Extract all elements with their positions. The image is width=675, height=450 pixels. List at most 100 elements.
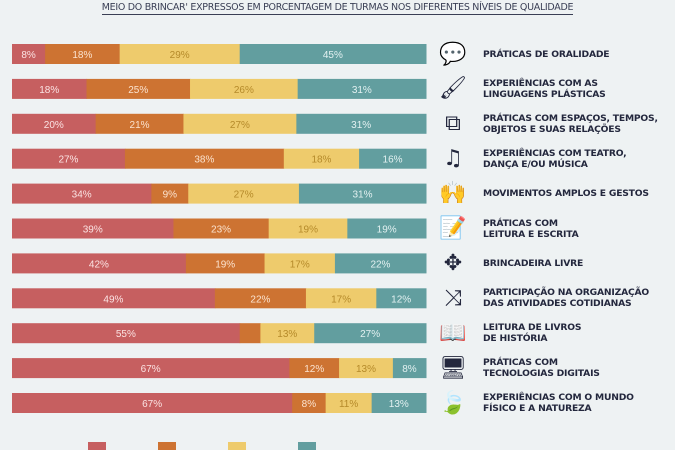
- category-label: ⧉ PRÁTICAS COM ESPAÇOS, TEMPOS, OBJETOS E…: [436, 109, 675, 139]
- bar-segment: [12, 393, 293, 413]
- pinwheel-icon: ✥: [443, 250, 463, 276]
- bar-segment: [298, 183, 427, 204]
- bar-segment: [12, 183, 152, 204]
- bar-segment: [190, 78, 299, 99]
- category-label: ✥ BRINCADEIRA LIVRE: [436, 248, 675, 278]
- legend-swatch: [298, 442, 316, 450]
- bar-segment: [124, 148, 285, 169]
- bar-segment: [339, 358, 394, 379]
- data-label: 23%: [211, 225, 231, 236]
- document-pencil-icon: 📝: [439, 216, 467, 241]
- bar-segment: [359, 148, 427, 169]
- data-label: 18%: [39, 85, 59, 96]
- data-label: 12%: [391, 294, 411, 305]
- data-label: 27%: [58, 155, 78, 166]
- bar-segment: [289, 358, 340, 379]
- bar-segment: [371, 393, 427, 413]
- bar-segment: [12, 253, 187, 274]
- data-label: 12%: [304, 364, 324, 375]
- category-text: EXPERIÊNCIAS COM TEATRO, DANÇA E/OU MÚSI…: [483, 147, 627, 170]
- data-label: 21%: [130, 120, 150, 131]
- bar-segment: [185, 253, 266, 274]
- category-label: 📝 PRÁTICAS COM LEITURA E ESCRITA: [436, 214, 675, 244]
- data-label: 42%: [89, 259, 109, 270]
- data-label: 26%: [234, 85, 254, 96]
- data-label: 11%: [339, 399, 358, 410]
- category-text: PRÁTICAS DE ORALIDADE: [483, 48, 610, 60]
- data-label: 19%: [215, 259, 235, 270]
- data-label: 13%: [389, 399, 409, 410]
- data-label: 34%: [72, 190, 92, 201]
- bar-segment: [264, 253, 336, 274]
- bar-segment: [239, 44, 427, 64]
- bar-segment: [260, 323, 315, 344]
- bar-segment: [305, 288, 377, 309]
- category-label: ⤨ PARTICIPAÇÃO NA ORGANIZAÇÃO DAS ATIVIDA…: [436, 283, 675, 313]
- bar-segment: [12, 218, 174, 239]
- category-label: 🖌 EXPERIÊNCIAS COM AS LINGUAGENS PLÁSTICA…: [436, 74, 675, 104]
- data-label: 67%: [142, 399, 162, 410]
- data-label: 39%: [83, 225, 103, 236]
- category-label: 💬 PRÁTICAS DE ORALIDADE: [436, 39, 675, 69]
- bar-segment: [12, 113, 97, 134]
- bar-segment: [173, 218, 270, 239]
- bar-segment: [188, 183, 300, 204]
- data-label: 9%: [163, 190, 178, 201]
- bar-segment: [151, 183, 189, 204]
- category-label: 🙌 MOVIMENTOS AMPLOS E GESTOS: [436, 179, 675, 209]
- bar-segment: [12, 288, 216, 309]
- leaf-icon: 🍃: [439, 390, 467, 416]
- data-label: 19%: [298, 225, 318, 236]
- data-label: 45%: [323, 50, 343, 61]
- data-label: 13%: [356, 364, 376, 375]
- data-label: 49%: [103, 294, 123, 305]
- category-label: 🍃 EXPERIÊNCIAS COM O MUNDO FÍSICO E A NAT…: [436, 388, 675, 418]
- data-label: 17%: [331, 294, 351, 305]
- bar-segment: [183, 113, 297, 134]
- data-label: 27%: [230, 120, 250, 131]
- category-label: 🖥 PRÁTICAS COM TECNOLOGIAS DIGITAIS: [436, 353, 675, 383]
- data-label: 16%: [383, 155, 403, 166]
- bar-segment: [334, 253, 427, 274]
- bar-segment: [347, 218, 427, 239]
- data-label: 29%: [170, 50, 190, 61]
- monitor-icon: 🖥: [439, 355, 467, 381]
- bar-segment: [283, 148, 360, 169]
- data-label: 22%: [370, 259, 390, 270]
- bar-segment: [297, 78, 427, 99]
- paintbrush-icon: 🖌: [439, 76, 467, 102]
- data-label: 20%: [44, 120, 64, 131]
- person-arms-up-icon: 🙌: [439, 181, 467, 207]
- bar-segment: [392, 358, 427, 379]
- data-label: 19%: [377, 225, 397, 236]
- bar-segment: [296, 113, 427, 134]
- bar-segment: [45, 44, 121, 64]
- data-label: 13%: [277, 329, 297, 340]
- bar-segment: [12, 323, 241, 344]
- category-label: 📖 LEITURA DE LIVROS DE HISTÓRIA: [436, 318, 675, 348]
- bar-segment: [376, 288, 427, 309]
- bar-segment: [86, 78, 191, 99]
- data-label: 38%: [194, 155, 214, 166]
- category-text: LEITURA DE LIVROS DE HISTÓRIA: [483, 322, 582, 345]
- music-note-icon: ♫: [443, 146, 463, 172]
- data-label: 55%: [116, 329, 136, 340]
- data-label: 8%: [302, 399, 317, 410]
- data-label: 27%: [360, 329, 380, 340]
- category-text: MOVIMENTOS AMPLOS E GESTOS: [483, 188, 649, 200]
- bar-segment: [292, 393, 327, 413]
- bar-segment: [268, 218, 348, 239]
- data-label: 31%: [352, 190, 372, 201]
- data-label: 31%: [351, 120, 371, 131]
- category-text: PRÁTICAS COM LEITURA E ESCRITA: [483, 217, 579, 240]
- data-label: 25%: [128, 85, 148, 96]
- bar-segment: [12, 148, 126, 169]
- stacked-bar-chart: 8% 18% 29% 45% 18% 25% 26% 31% 20% 21% 27% 31% 27% 38…: [12, 44, 427, 450]
- bar-segment: [214, 288, 307, 309]
- category-text: EXPERIÊNCIAS COM AS LINGUAGENS PLÁSTICAS: [483, 77, 606, 100]
- data-label: 8%: [21, 50, 36, 61]
- data-label: 22%: [250, 294, 270, 305]
- arrows-in-icon: ⤨: [444, 285, 462, 311]
- category-text: EXPERIÊNCIAS COM O MUNDO FÍSICO E A NATU…: [483, 392, 634, 414]
- data-label: 17%: [290, 259, 310, 270]
